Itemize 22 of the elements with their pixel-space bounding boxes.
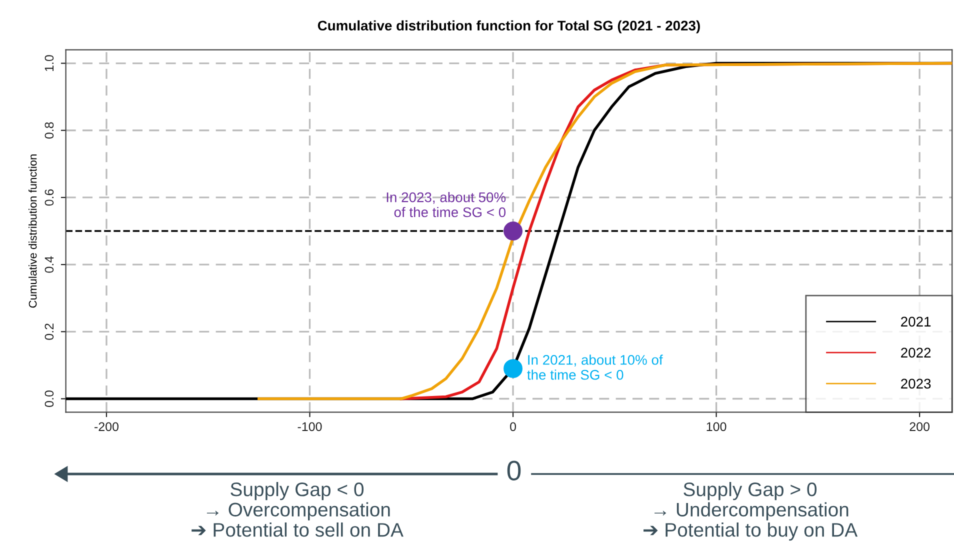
y-tick-label: 0.4 <box>44 256 54 273</box>
x-tick-label: -100 <box>298 422 322 432</box>
annotation: In 2023, about 50% of the time SG < 0 <box>386 192 506 218</box>
x-tick-label: 200 <box>910 422 930 432</box>
text: Supply Gap < 0 → Overcompensation ➔ Potential to sell on DA <box>192 482 404 537</box>
y-tick-label: 1.0 <box>44 55 54 72</box>
legend-label: 2021 <box>901 316 931 327</box>
x-tick-label: 0 <box>510 422 516 432</box>
text: Supply Gap > 0 → Undercompensation ➔ Potential to buy on DA <box>644 482 858 541</box>
y-tick-label: 0.8 <box>44 122 54 139</box>
x-tick-label: 100 <box>706 422 726 432</box>
legend-label: 2023 <box>901 378 931 389</box>
y-tick-label: 0.6 <box>44 189 54 206</box>
legend-label: 2022 <box>901 348 931 358</box>
y-tick-label: 0.0 <box>44 390 54 407</box>
chart-title: Cumulative distribution function for Total SG (2021 - 2023) <box>318 20 700 34</box>
x-tick-label: -200 <box>94 422 118 432</box>
line-series <box>258 62 952 400</box>
text: 0 <box>507 460 521 480</box>
annotation: In 2021, about 10% of the time SG < 0 <box>527 354 663 380</box>
y-tick-label: 0.2 <box>44 324 54 340</box>
y-axis-title: Cumulative distribution function <box>28 154 37 308</box>
